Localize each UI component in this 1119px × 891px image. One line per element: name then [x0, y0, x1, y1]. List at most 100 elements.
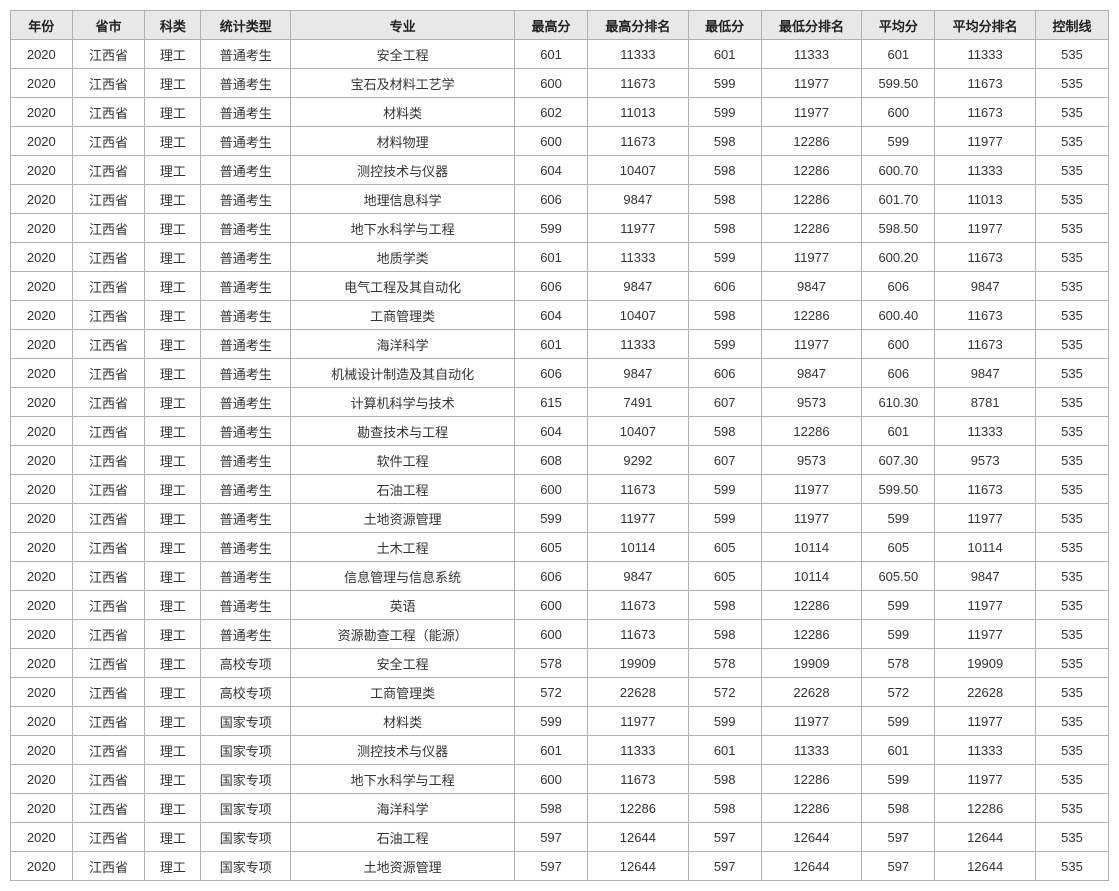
cell-avgrank: 11977 [935, 127, 1036, 156]
cell-year: 2020 [11, 417, 73, 446]
cell-minrank: 11977 [761, 243, 862, 272]
cell-minrank: 12286 [761, 591, 862, 620]
cell-avgrank: 10114 [935, 533, 1036, 562]
header-province: 省市 [72, 11, 145, 40]
cell-avgrank: 8781 [935, 388, 1036, 417]
table-row: 2020江西省理工普通考生地下水科学与工程5991197759812286598… [11, 214, 1109, 243]
cell-stattype: 高校专项 [201, 649, 291, 678]
cell-subject: 理工 [145, 794, 201, 823]
header-avgscore: 平均分 [862, 11, 935, 40]
cell-stattype: 普通考生 [201, 301, 291, 330]
cell-year: 2020 [11, 127, 73, 156]
cell-major: 土地资源管理 [291, 852, 515, 881]
cell-stattype: 普通考生 [201, 475, 291, 504]
cell-ctrlline: 535 [1036, 562, 1109, 591]
cell-maxscore: 572 [515, 678, 588, 707]
cell-major: 机械设计制造及其自动化 [291, 359, 515, 388]
cell-province: 江西省 [72, 852, 145, 881]
cell-avgscore: 600 [862, 330, 935, 359]
cell-maxscore: 600 [515, 475, 588, 504]
cell-avgscore: 572 [862, 678, 935, 707]
cell-ctrlline: 535 [1036, 823, 1109, 852]
cell-stattype: 普通考生 [201, 40, 291, 69]
cell-minscore: 572 [688, 678, 761, 707]
cell-major: 工商管理类 [291, 301, 515, 330]
cell-stattype: 普通考生 [201, 243, 291, 272]
cell-year: 2020 [11, 707, 73, 736]
cell-stattype: 普通考生 [201, 98, 291, 127]
cell-ctrlline: 535 [1036, 794, 1109, 823]
cell-province: 江西省 [72, 446, 145, 475]
cell-province: 江西省 [72, 591, 145, 620]
header-avgrank: 平均分排名 [935, 11, 1036, 40]
cell-year: 2020 [11, 69, 73, 98]
cell-maxscore: 605 [515, 533, 588, 562]
cell-province: 江西省 [72, 272, 145, 301]
cell-maxscore: 606 [515, 272, 588, 301]
cell-minrank: 9847 [761, 272, 862, 301]
cell-avgscore: 598.50 [862, 214, 935, 243]
cell-province: 江西省 [72, 359, 145, 388]
cell-maxscore: 600 [515, 591, 588, 620]
cell-minrank: 19909 [761, 649, 862, 678]
cell-avgscore: 599 [862, 127, 935, 156]
cell-minrank: 11333 [761, 736, 862, 765]
cell-minscore: 598 [688, 127, 761, 156]
cell-minscore: 578 [688, 649, 761, 678]
cell-avgscore: 599 [862, 591, 935, 620]
cell-major: 土木工程 [291, 533, 515, 562]
cell-maxrank: 11977 [587, 504, 688, 533]
cell-maxrank: 9847 [587, 359, 688, 388]
cell-maxscore: 604 [515, 301, 588, 330]
cell-year: 2020 [11, 301, 73, 330]
cell-maxrank: 9292 [587, 446, 688, 475]
cell-avgscore: 601 [862, 736, 935, 765]
cell-subject: 理工 [145, 678, 201, 707]
cell-stattype: 普通考生 [201, 388, 291, 417]
cell-maxrank: 12286 [587, 794, 688, 823]
cell-subject: 理工 [145, 823, 201, 852]
table-row: 2020江西省理工普通考生安全工程60111333601113336011133… [11, 40, 1109, 69]
cell-year: 2020 [11, 388, 73, 417]
cell-major: 地下水科学与工程 [291, 214, 515, 243]
cell-ctrlline: 535 [1036, 736, 1109, 765]
cell-year: 2020 [11, 98, 73, 127]
cell-province: 江西省 [72, 214, 145, 243]
cell-avgscore: 597 [862, 852, 935, 881]
cell-minscore: 599 [688, 330, 761, 359]
cell-minscore: 599 [688, 707, 761, 736]
cell-avgrank: 11977 [935, 504, 1036, 533]
cell-avgscore: 599 [862, 707, 935, 736]
table-row: 2020江西省理工国家专项石油工程59712644597126445971264… [11, 823, 1109, 852]
cell-avgscore: 599 [862, 765, 935, 794]
cell-minrank: 11977 [761, 475, 862, 504]
cell-maxscore: 601 [515, 40, 588, 69]
cell-maxscore: 597 [515, 823, 588, 852]
cell-avgrank: 11333 [935, 40, 1036, 69]
cell-minscore: 599 [688, 69, 761, 98]
cell-maxrank: 10407 [587, 156, 688, 185]
table-row: 2020江西省理工普通考生计算机科学与技术61574916079573610.3… [11, 388, 1109, 417]
cell-province: 江西省 [72, 185, 145, 214]
cell-province: 江西省 [72, 127, 145, 156]
cell-ctrlline: 535 [1036, 533, 1109, 562]
cell-province: 江西省 [72, 707, 145, 736]
cell-minrank: 12286 [761, 301, 862, 330]
table-row: 2020江西省理工国家专项土地资源管理597126445971264459712… [11, 852, 1109, 881]
cell-major: 地理信息科学 [291, 185, 515, 214]
cell-major: 电气工程及其自动化 [291, 272, 515, 301]
cell-province: 江西省 [72, 243, 145, 272]
table-header-row: 年份省市科类统计类型专业最高分最高分排名最低分最低分排名平均分平均分排名控制线 [11, 11, 1109, 40]
cell-avgscore: 605.50 [862, 562, 935, 591]
cell-province: 江西省 [72, 533, 145, 562]
cell-minscore: 598 [688, 156, 761, 185]
cell-minrank: 12286 [761, 417, 862, 446]
cell-province: 江西省 [72, 417, 145, 446]
cell-avgscore: 599.50 [862, 475, 935, 504]
cell-subject: 理工 [145, 185, 201, 214]
table-row: 2020江西省理工普通考生地质学类6011133359911977600.201… [11, 243, 1109, 272]
cell-stattype: 普通考生 [201, 562, 291, 591]
cell-major: 工商管理类 [291, 678, 515, 707]
cell-minrank: 12286 [761, 620, 862, 649]
cell-minrank: 12644 [761, 823, 862, 852]
